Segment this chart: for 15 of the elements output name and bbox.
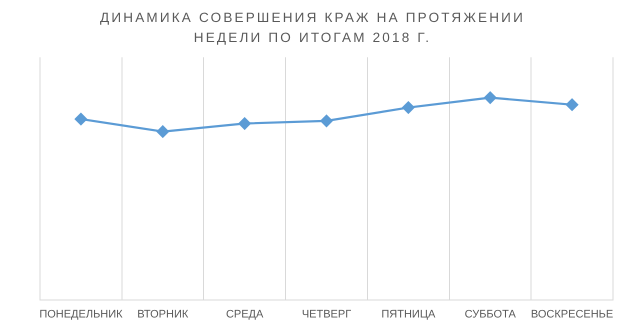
point: [402, 101, 414, 114]
chart-title: ДИНАМИКА СОВЕРШЕНИЯ КРАЖ НА ПРОТЯЖЕНИИ НЕДЕЛИ ПО ИТОГАМ 2018 Г.: [99, 9, 526, 47]
point: [74, 112, 88, 126]
point: [566, 98, 578, 111]
x-tick-label: ПОНЕДЕЛЬНИК: [39, 308, 124, 320]
point: [156, 126, 169, 138]
point: [484, 92, 496, 104]
x-tick-label: ВОСКРЕСЕНЬЕ: [530, 308, 614, 320]
x-tick-label: ВТОРНИК: [137, 308, 189, 320]
x-tick-label: СРЕДА: [226, 308, 264, 320]
point: [320, 114, 333, 127]
x-tick-label: СУББОТА: [464, 308, 516, 320]
x-tick-label: ЧЕТВЕРГ: [302, 308, 352, 320]
point: [238, 117, 251, 130]
x-tick-label: ПЯТНИЦА: [381, 308, 436, 320]
